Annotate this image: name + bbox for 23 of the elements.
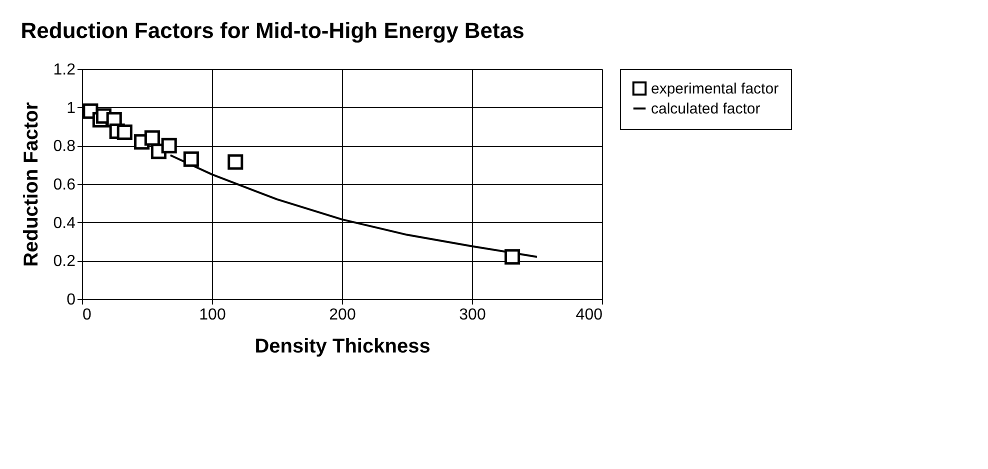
y-tick-label: 1.2 [53, 62, 76, 78]
y-tick-label: 0.4 [53, 214, 76, 232]
legend-label: calculated factor [651, 100, 760, 118]
point [228, 154, 244, 170]
y-axis-title: Reduction Factor [20, 102, 42, 267]
x-tick-label: 0 [82, 306, 92, 324]
point [144, 130, 160, 146]
y-tick-label: 0.2 [53, 253, 76, 270]
point [116, 124, 132, 140]
x-tick-label: 100 [199, 306, 226, 324]
x-tick-label: 400 [576, 306, 603, 324]
x-axis-title: Density Thickness [254, 336, 430, 358]
x-tick-label: 300 [459, 306, 486, 324]
y-tick-label: 0.6 [53, 176, 76, 194]
point [161, 138, 177, 154]
x-tick-label: 200 [329, 306, 356, 324]
y-tick-label: 0 [66, 292, 76, 308]
point [183, 151, 199, 167]
y-tick-label: 1 [66, 100, 76, 117]
point [504, 249, 520, 265]
y-tick-label: 0.8 [53, 138, 76, 156]
chart-title: Reduction Factors for Mid-to-High Energy Betas [20, 18, 524, 43]
legend-label: experimental factor [651, 80, 779, 98]
